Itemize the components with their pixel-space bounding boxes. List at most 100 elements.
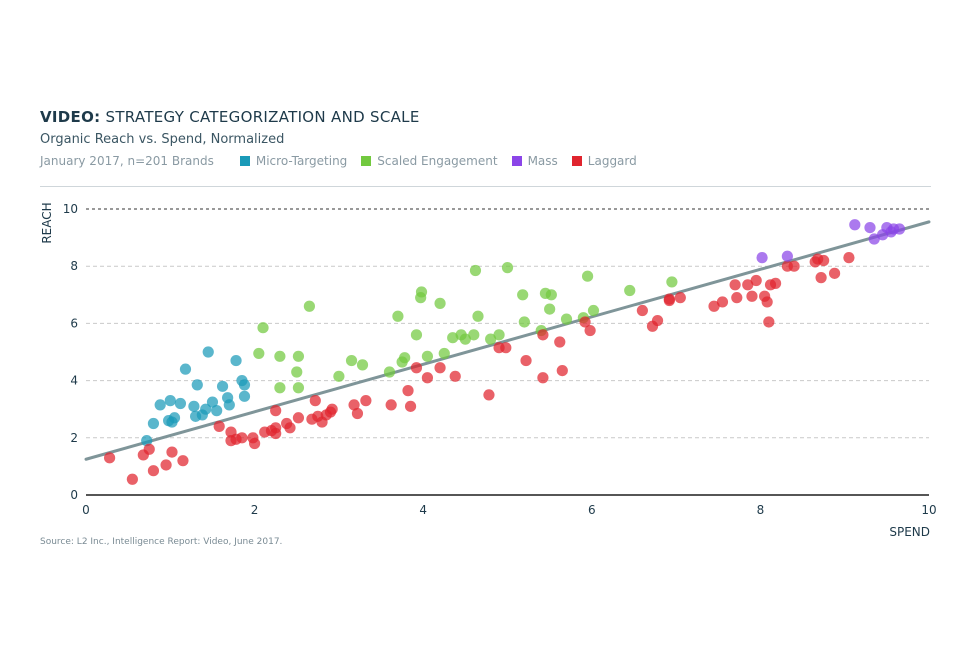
- legend-swatch-scaled-engagement: [361, 156, 372, 166]
- data-point-laggard: [402, 385, 414, 397]
- y-axis-label: REACH: [40, 202, 54, 243]
- data-point-scaled-engagement: [666, 276, 678, 288]
- legend: January 2017, n=201 Brands Micro-Targeti…: [40, 154, 651, 168]
- data-point-scaled-engagement: [468, 329, 480, 341]
- data-point-scaled-engagement: [333, 370, 345, 382]
- header-divider: [40, 186, 931, 187]
- data-point-laggard: [147, 465, 160, 477]
- data-point-laggard: [584, 324, 596, 337]
- data-point-micro-targeting: [168, 412, 181, 424]
- data-point-scaled-engagement: [415, 286, 428, 298]
- x-tick-label: 2: [251, 503, 259, 517]
- data-point-scaled-engagement: [624, 284, 636, 297]
- data-point-scaled-engagement: [383, 366, 396, 378]
- data-point-laggard: [500, 342, 512, 354]
- data-point-laggard: [636, 304, 648, 317]
- data-point-micro-targeting: [238, 379, 251, 391]
- y-tick-label: 6: [70, 316, 78, 330]
- data-point-micro-targeting: [154, 399, 166, 411]
- data-point-micro-targeting: [223, 399, 235, 411]
- data-point-micro-targeting: [147, 417, 160, 430]
- x-tick-label: 8: [757, 503, 765, 517]
- data-point-micro-targeting: [200, 403, 212, 415]
- legend-label-micro-targeting: Micro-Targeting: [255, 154, 348, 168]
- data-point-laggard: [160, 459, 172, 471]
- data-point-laggard: [126, 473, 138, 485]
- data-point-micro-targeting: [230, 354, 242, 367]
- data-point-scaled-engagement: [501, 262, 514, 274]
- data-point-scaled-engagement: [345, 354, 358, 367]
- data-point-laggard: [351, 407, 364, 420]
- y-tick-label: 2: [70, 431, 78, 445]
- data-point-laggard: [708, 300, 720, 312]
- data-point-laggard: [410, 362, 423, 374]
- data-point-laggard: [385, 399, 397, 411]
- data-point-laggard: [788, 260, 800, 272]
- data-point-laggard: [763, 316, 775, 328]
- data-point-mass: [864, 221, 876, 234]
- data-point-laggard: [177, 455, 189, 467]
- data-point-scaled-engagement: [292, 350, 305, 362]
- x-axis-ticks: 0 2 4 6 8 10: [82, 503, 936, 517]
- data-point-micro-targeting: [188, 400, 200, 412]
- data-point-micro-targeting: [164, 395, 176, 407]
- data-point-laggard: [249, 437, 261, 450]
- data-point-mass: [756, 252, 768, 264]
- data-point-laggard: [746, 290, 758, 302]
- y-tick-label: 0: [70, 488, 78, 502]
- data-point-mass: [781, 250, 793, 262]
- data-point-mass: [868, 233, 880, 245]
- data-point-scaled-engagement: [356, 359, 369, 371]
- data-point-scaled-engagement: [518, 316, 530, 328]
- data-point-micro-targeting: [216, 380, 229, 392]
- data-point-laggard: [360, 395, 372, 407]
- data-point-scaled-engagement: [581, 270, 594, 282]
- data-point-laggard: [520, 354, 532, 367]
- data-point-scaled-engagement: [438, 347, 450, 360]
- data-point-scaled-engagement: [544, 303, 556, 315]
- legend-item-laggard: Laggard: [571, 154, 637, 168]
- data-point-laggard: [731, 292, 743, 304]
- data-point-laggard: [421, 372, 434, 384]
- data-point-laggard: [270, 422, 282, 434]
- chart-title-bold: VIDEO:: [40, 108, 101, 126]
- data-point-scaled-engagement: [274, 382, 286, 394]
- x-tick-label: 10: [921, 503, 936, 517]
- legend-label-mass: Mass: [527, 154, 558, 168]
- data-point-micro-targeting: [238, 390, 251, 402]
- chart-subtitle: Organic Reach vs. Spend, Normalized: [40, 132, 285, 147]
- chart-title: VIDEO: STRATEGY CATEGORIZATION AND SCALE: [40, 108, 420, 126]
- data-point-laggard: [284, 422, 296, 434]
- data-point-laggard: [663, 293, 675, 305]
- legend-label-scaled-engagement: Scaled Engagement: [377, 154, 498, 168]
- data-point-laggard: [104, 452, 116, 464]
- data-point-scaled-engagement: [399, 352, 411, 364]
- data-point-scaled-engagement: [560, 313, 573, 325]
- legend-swatch-micro-targeting: [239, 156, 250, 166]
- data-point-laggard: [579, 316, 591, 328]
- data-point-scaled-engagement: [493, 329, 505, 341]
- legend-swatch-mass: [511, 156, 522, 166]
- legend-swatch-laggard: [571, 156, 582, 166]
- data-point-laggard: [556, 364, 568, 377]
- data-point-scaled-engagement: [587, 304, 600, 317]
- data-point-laggard: [348, 399, 360, 411]
- y-tick-label: 10: [63, 202, 78, 216]
- data-point-scaled-engagement: [472, 310, 484, 322]
- data-point-scaled-engagement: [292, 382, 305, 394]
- data-point-laggard: [729, 279, 741, 291]
- data-point-laggard: [537, 372, 549, 384]
- data-point-laggard: [270, 405, 282, 417]
- data-point-micro-targeting: [174, 397, 187, 410]
- trendline-group: [84, 220, 931, 461]
- data-point-laggard: [449, 370, 461, 382]
- data-point-laggard: [651, 314, 664, 327]
- legend-item-scaled-engagement: Scaled Engagement: [361, 154, 498, 168]
- x-tick-label: 6: [588, 503, 596, 517]
- x-tick-label: 4: [419, 503, 427, 517]
- data-point-laggard: [537, 329, 549, 341]
- data-point-laggard: [143, 443, 155, 455]
- data-point-laggard: [554, 336, 566, 348]
- sample-note: January 2017, n=201 Brands: [40, 154, 214, 168]
